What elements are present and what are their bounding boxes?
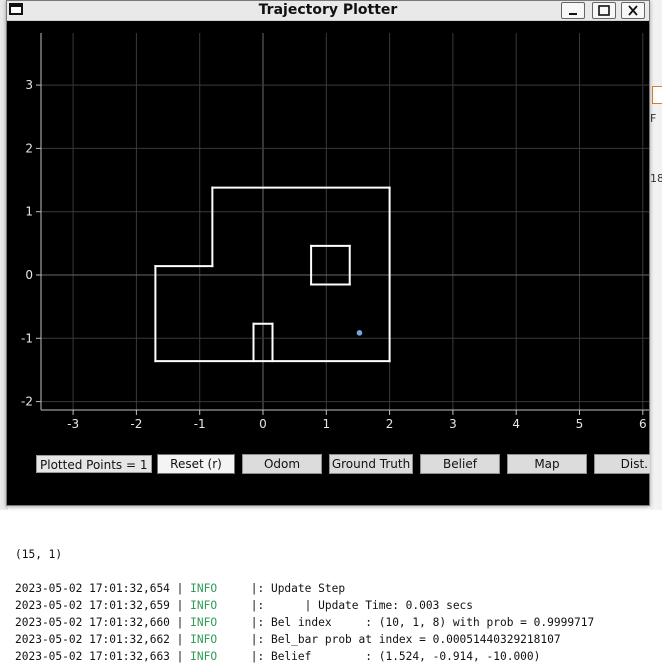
minimize-button[interactable] [561,2,585,19]
log-line: 2023-05-02 17:01:32,662 | INFO |: Bel_ba… [15,631,594,648]
background-app-left-edge [0,0,8,510]
trajectory-plot[interactable]: -3 -2 -1 0 1 2 3 4 5 6 3 2 1 0 -1 -2 [7,21,649,451]
log-timestamp: 2023-05-02 17:01:32,654 | [15,582,191,595]
map-button[interactable]: Map [507,454,587,474]
log-timestamp: 2023-05-02 17:01:32,662 | [15,633,191,646]
close-icon [628,5,638,16]
x-tick-label: 6 [639,417,647,431]
minimize-icon [569,13,577,15]
background-tag-2: 18 [650,172,662,185]
y-tick-label: 3 [25,78,33,92]
plotted-points-counter: Plotted Points = 1 [36,455,152,473]
map-outline [154,186,391,363]
window-icon [9,3,23,15]
log-line: 2023-05-02 17:01:32,663 | INFO |: Belief… [15,648,594,665]
log-line: 2023-05-02 17:01:32,659 | INFO |: | Upda… [15,597,594,614]
log-message: |: Update Step [217,582,346,595]
log-level: INFO [190,599,218,612]
title-bar[interactable]: Trajectory Plotter [7,1,649,21]
background-app-right-edge: F 18 [650,0,662,510]
y-tick-label: -2 [21,395,33,409]
log-message: |: Belief : (1.524, -0.914, -10.000) [217,650,541,663]
trajectory-plotter-window: Trajectory Plotter -3 -2 -1 0 1 2 3 4 5 6 3 2 1 0 -1 -2… [6,0,650,506]
log-message: |: | Update Time: 0.003 secs [217,599,474,612]
log-timestamp: 2023-05-02 17:01:32,659 | [15,599,191,612]
log-line: (15, 1) [15,548,63,561]
x-tick-label: 2 [386,417,394,431]
plot-axes [36,33,649,415]
log-message: |: Bel_bar prob at index = 0.00051440329… [217,633,561,646]
maximize-icon [598,5,610,16]
plotted-points [356,330,363,336]
maximize-button[interactable] [592,2,616,19]
background-tag-1: F [650,112,657,125]
y-tick-label: 2 [25,141,33,155]
x-tick-label: -3 [67,417,79,431]
reset-button[interactable]: Reset (r) [157,454,235,474]
log-output: (15, 1) 2023-05-02 17:01:32,654 | INFO |… [15,512,594,665]
log-timestamp: 2023-05-02 17:01:32,660 | [15,616,191,629]
x-tick-label: 0 [259,417,267,431]
log-level: INFO [190,582,218,595]
log-line: 2023-05-02 17:01:32,654 | INFO |: Update… [15,580,594,597]
y-tick-label: -1 [21,331,33,345]
x-tick-label: -2 [130,417,142,431]
log-level: INFO [190,650,218,663]
y-tick-label: 0 [25,268,33,282]
plot-tick-labels: -3 -2 -1 0 1 2 3 4 5 6 3 2 1 0 -1 -2 [21,78,647,431]
belief-button[interactable]: Belief [420,454,500,474]
background-orange-marker [652,86,662,104]
log-level: INFO [190,633,218,646]
dist-button[interactable]: Dist. [594,454,650,474]
x-tick-label: 3 [449,417,457,431]
y-tick-label: 1 [25,205,33,219]
log-message: |: Bel index : (10, 1, 8) with prob = 0.… [217,616,595,629]
x-tick-label: 5 [576,417,584,431]
x-tick-label: 1 [322,417,330,431]
x-tick-label: -1 [194,417,206,431]
controls-bar: Plotted Points = 1 Reset (r) Odom Ground… [7,453,650,477]
log-line: 2023-05-02 17:01:32,660 | INFO |: Bel in… [15,614,594,631]
log-level: INFO [190,616,218,629]
odom-button[interactable]: Odom [242,454,322,474]
window-title: Trajectory Plotter [258,2,398,18]
close-button[interactable] [621,2,645,19]
plotted-point [356,330,363,336]
ground-truth-button[interactable]: Ground Truth [329,454,413,474]
x-tick-label: 4 [512,417,520,431]
plot-grid [41,33,649,410]
log-timestamp: 2023-05-02 17:01:32,663 | [15,650,191,663]
